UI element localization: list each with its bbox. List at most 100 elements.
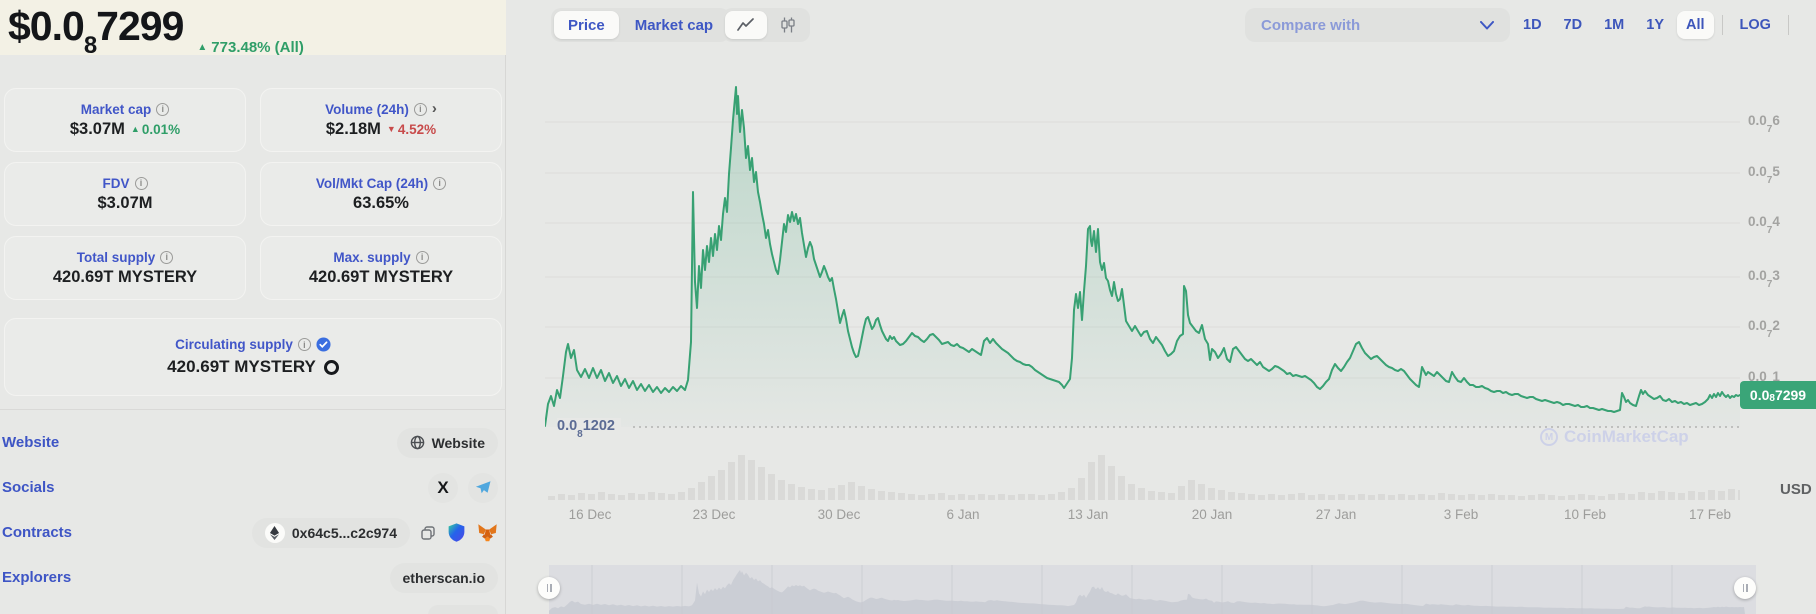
- range-slider-left-handle[interactable]: [538, 577, 560, 599]
- price-change-all: ▲ 773.48% (All): [197, 39, 304, 57]
- stat-card: Vol/Mkt Cap (24h) i 63.65%: [260, 162, 502, 226]
- y-axis-tick: 0.075: [1748, 164, 1780, 186]
- telegram-link[interactable]: [468, 472, 498, 503]
- stat-delta: ▲ 0.01%: [130, 121, 181, 137]
- candlestick-icon: [781, 17, 795, 33]
- info-icon[interactable]: i: [297, 338, 311, 351]
- explorers-label: Explorers: [2, 569, 72, 586]
- circulating-supply-card: Circulating supply i 420.69T MYSTERY: [4, 318, 502, 396]
- price-chart-svg[interactable]: [545, 55, 1740, 510]
- toolbar-separator: [1721, 15, 1723, 35]
- metamask-icon[interactable]: [477, 522, 498, 543]
- tab-price[interactable]: Price: [554, 11, 619, 39]
- info-icon[interactable]: i: [160, 250, 174, 264]
- stat-card: Volume (24h) i › $2.18M ▼ 4.52%: [260, 88, 502, 152]
- chevron-right-icon[interactable]: ›: [431, 100, 437, 117]
- stat-value: $2.18M: [325, 119, 381, 138]
- price-header: $0.087299 ▲ 773.48% (All): [8, 2, 304, 66]
- x-axis-label: 3 Feb: [1443, 507, 1479, 522]
- info-icon[interactable]: i: [413, 102, 427, 116]
- time-range-selector: 1D 7D 1M 1Y All LOG: [1514, 8, 1793, 42]
- supply-donut-icon: [323, 359, 339, 375]
- stat-label: Vol/Mkt Cap (24h): [315, 175, 429, 191]
- range-slider-minimap: [549, 565, 1745, 614]
- circulating-supply-label: Circulating supply: [175, 337, 293, 352]
- current-price-badge: 0.0 8 7299: [1740, 381, 1816, 409]
- info-icon[interactable]: i: [134, 176, 148, 190]
- tab-market-cap[interactable]: Market cap: [634, 16, 714, 34]
- stat-label: Market cap: [80, 101, 152, 117]
- stat-value: $3.07M: [97, 193, 153, 212]
- x-axis-label: 17 Feb: [1688, 507, 1732, 522]
- stat-delta: ▼ 4.52%: [386, 121, 437, 137]
- next-row-pill[interactable]: [428, 605, 498, 614]
- stat-value: 420.69T MYSTERY: [52, 267, 198, 286]
- y-axis-tick: 0.076: [1748, 113, 1780, 135]
- sidebar: $0.087299 ▲ 773.48% (All) Market cap i $3.…: [0, 0, 506, 614]
- ethereum-icon: [264, 522, 285, 543]
- globe-icon: [410, 435, 424, 450]
- explorer-button[interactable]: etherscan.io: [389, 562, 498, 593]
- stat-card: Total supply i 420.69T MYSTERY: [4, 236, 246, 300]
- website-button[interactable]: Website: [396, 427, 498, 458]
- shield-security-icon[interactable]: [446, 522, 467, 543]
- range-all-button[interactable]: All: [1677, 11, 1714, 39]
- y-axis-tick: 0.074: [1748, 214, 1780, 236]
- x-axis-label: 23 Dec: [692, 507, 736, 522]
- range-7d-button[interactable]: 7D: [1563, 17, 1583, 33]
- copy-icon[interactable]: [420, 525, 436, 541]
- website-row: Website Website: [2, 420, 504, 465]
- info-icon[interactable]: i: [433, 176, 447, 190]
- x-axis-label: 13 Jan: [1067, 507, 1109, 522]
- line-chart-icon: [737, 18, 754, 31]
- stat-card: Market cap i $3.07M ▲ 0.01%: [4, 88, 246, 152]
- contract-address-pill[interactable]: 0x64c5...c2c974: [251, 517, 410, 548]
- x-twitter-link[interactable]: X: [428, 472, 458, 503]
- stat-label: Volume (24h): [325, 101, 409, 117]
- stat-label: Max. supply: [333, 249, 411, 265]
- coinmarketcap-logo-icon: M: [1540, 428, 1558, 446]
- x-axis-label: 10 Feb: [1563, 507, 1607, 522]
- contracts-row: Contracts 0x64c5...c2c974: [2, 510, 504, 555]
- stat-value: $3.07M: [69, 119, 125, 138]
- range-1y-button[interactable]: 1Y: [1646, 17, 1664, 33]
- all-time-low-label: 0.081202: [557, 418, 621, 440]
- x-twitter-icon: X: [437, 477, 449, 497]
- stat-value: 420.69T MYSTERY: [308, 267, 454, 286]
- website-label: Website: [2, 434, 60, 451]
- x-axis-label: 20 Jan: [1191, 507, 1233, 522]
- socials-label: Socials: [2, 479, 55, 496]
- y-axis-tick: 0.072: [1748, 318, 1780, 340]
- x-axis-label: 30 Dec: [817, 507, 861, 522]
- stat-card: FDV i $3.07M: [4, 162, 246, 226]
- metric-toggle: Price Market cap: [551, 8, 731, 42]
- chart-type-toggle: [722, 8, 810, 42]
- info-icon[interactable]: i: [156, 102, 170, 116]
- coinmarketcap-watermark: M CoinMarketCap: [1540, 427, 1689, 447]
- candlestick-chart-type-button[interactable]: [769, 11, 807, 39]
- current-price: $0.087299: [8, 3, 184, 60]
- circulating-supply-value: 420.69T MYSTERY: [167, 357, 316, 376]
- compare-with-dropdown[interactable]: Compare with: [1245, 8, 1510, 42]
- toolbar-separator: [1787, 15, 1789, 35]
- line-chart-type-button[interactable]: [725, 11, 767, 39]
- range-1m-button[interactable]: 1M: [1604, 17, 1625, 33]
- stat-value: 63.65%: [353, 193, 409, 212]
- compare-with-placeholder: Compare with: [1261, 16, 1361, 34]
- log-scale-button[interactable]: LOG: [1739, 17, 1771, 33]
- x-axis-label: 27 Jan: [1315, 507, 1357, 522]
- contract-address: 0x64c5...c2c974: [291, 524, 397, 541]
- range-slider-right-handle[interactable]: [1734, 577, 1756, 599]
- explorers-row: Explorers etherscan.io: [2, 555, 504, 600]
- x-axis-labels: 16 Dec 23 Dec 30 Dec 6 Jan 13 Jan 20 Jan 27 Ja…: [545, 507, 1740, 525]
- x-axis-label: 6 Jan: [946, 507, 980, 522]
- range-1d-button[interactable]: 1D: [1523, 17, 1542, 33]
- x-axis-label: 16 Dec: [568, 507, 612, 522]
- info-icon[interactable]: i: [415, 250, 429, 264]
- up-arrow-icon: ▲: [197, 42, 208, 54]
- link-rows: Website Website Socials X Contracts: [2, 420, 504, 600]
- sidebar-divider: [0, 409, 506, 410]
- y-axis-tick: 0.073: [1748, 268, 1780, 290]
- stats-grid: Market cap i $3.07M ▲ 0.01% Volume (24h) i › $2.…: [4, 88, 502, 300]
